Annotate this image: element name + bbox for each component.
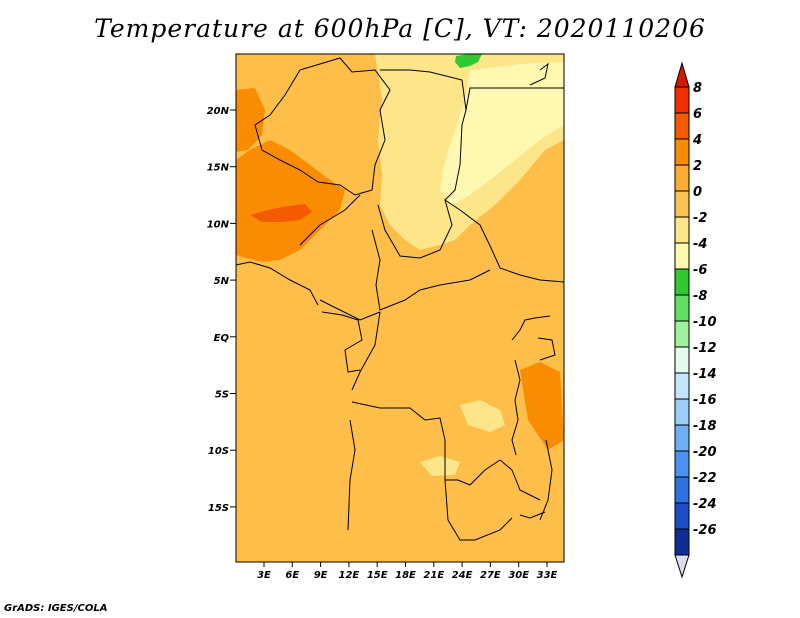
colorbar-label: 6 [693,107,702,122]
lon-label: 12E [339,570,360,581]
lat-label: 20N [207,106,230,117]
field-orange-nw [236,140,345,262]
field-yellow-south [460,400,505,432]
colorbar-swatch [674,86,690,114]
colorbar-label: -20 [693,445,717,460]
colorbar-swatch [674,502,690,530]
colorbar-swatch [674,294,690,322]
colorbar-label: -26 [693,523,717,538]
colorbar-swatch [674,450,690,478]
map-field [236,54,564,562]
lon-label: 30E [508,570,529,581]
lon-label: 3E [257,570,271,581]
lat-label: 10S [208,446,229,457]
colorbar-swatch [674,320,690,348]
lon-label: 24E [452,570,473,581]
colorbar-swatch [674,164,690,192]
colorbar-swatch [674,398,690,426]
colorbar-label: -8 [693,289,707,304]
colorbar-swatch [674,242,690,270]
colorbar-label: -2 [693,211,707,226]
colorbar-label: -10 [693,315,717,330]
field-pale-yellow [440,62,564,205]
field-orange-east [520,362,564,450]
field-red-hotspot [250,204,312,222]
colorbar-bottom-arrow [674,554,690,579]
colorbar-label: -6 [693,263,707,278]
lat-label: 15N [207,163,230,174]
colorbar-label: -22 [693,471,717,486]
colorbar-label: -14 [693,367,717,382]
lon-label: 33E [537,570,558,581]
field-yellow-south2 [420,456,460,476]
latitude-axis: 20N 15N 10N 5N EQ 5S 10S 15S [207,106,236,514]
credit-text: GrADS: IGES/COLA [4,603,108,614]
colorbar-label: 2 [693,159,702,174]
colorbar-swatch [674,190,690,218]
colorbar-swatch [674,216,690,244]
colorbar-label: 8 [693,81,702,96]
colorbar-label: 0 [693,185,702,200]
longitude-axis: 3E 6E 9E 12E 15E 18E 21E 24E 27E 30E 33E [257,562,558,581]
lat-label: 15S [208,503,229,514]
field-green-patch [455,54,482,68]
lon-label: 18E [395,570,416,581]
lon-label: 6E [285,570,299,581]
colorbar-swatch [674,476,690,504]
map-title: Temperature at 600hPa [C], VT: 202011020… [94,14,706,43]
lat-label: 5N [214,276,230,287]
lat-label: 10N [207,219,230,230]
colorbar-swatch [674,372,690,400]
lat-label: 5S [215,390,229,401]
colorbar-label: -24 [693,497,717,512]
colorbar-swatch [674,112,690,140]
colorbar-label: -16 [693,393,717,408]
colorbar: 8 6 4 2 0 -2 -4 -6 -8 -10 -12 -14 -16 -18 -20 -22 -24 -26 [674,61,717,579]
lon-label: 21E [423,570,444,581]
colorbar-swatch [674,346,690,374]
country-borders [236,57,564,541]
colorbar-label: -18 [693,419,717,434]
colorbar-label: -4 [693,237,707,252]
lon-label: 27E [480,570,501,581]
colorbar-swatch [674,138,690,166]
colorbar-label: -12 [693,341,717,356]
colorbar-label: 4 [692,133,702,148]
lat-label: EQ [214,333,230,344]
colorbar-swatch [674,268,690,296]
colorbar-swatch [674,528,690,556]
lon-label: 9E [314,570,328,581]
map-frame [235,53,565,563]
colorbar-swatch [674,424,690,452]
lon-label: 15E [367,570,388,581]
colorbar-top-arrow [674,61,690,88]
